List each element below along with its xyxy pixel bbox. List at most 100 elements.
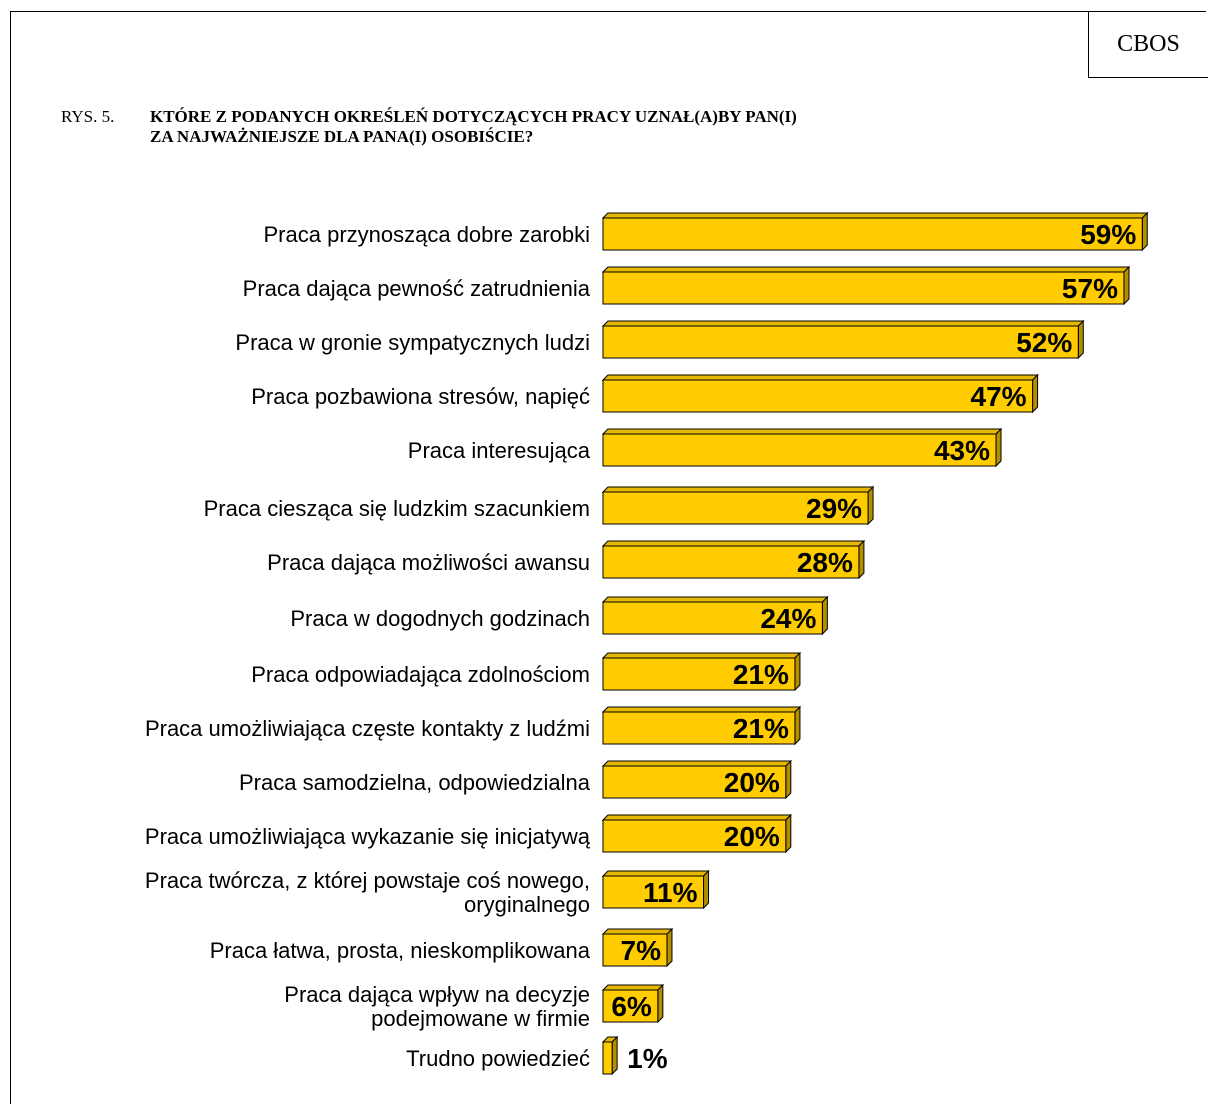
bar-group (601, 1035, 619, 1076)
bar-top-face (601, 266, 1131, 273)
value-label: 21% (733, 659, 789, 690)
bar-group (601, 983, 665, 1024)
bar (602, 765, 787, 799)
bar-side-face (1141, 211, 1148, 252)
category-label: Praca odpowiadająca zdolnościom (251, 662, 590, 687)
bar-top-face (601, 814, 793, 821)
bar-group (601, 759, 793, 800)
bar (602, 491, 869, 525)
chart-title-line-2: ZA NAJWAŻNIEJSZE DLA PANA(I) OSOBIŚCIE? (150, 127, 534, 146)
bar-side-face (666, 927, 673, 968)
bar-side-face (821, 595, 828, 636)
category-label: Praca umożliwiająca wykazanie się inicja… (145, 824, 591, 849)
value-label: 1% (627, 1043, 668, 1074)
value-label: 47% (971, 381, 1027, 412)
category-label: Praca dająca wpływ na decyzje (284, 982, 590, 1007)
bar-side-face (1032, 373, 1039, 414)
category-label: oryginalnego (464, 892, 590, 917)
bar-side-face (1123, 265, 1130, 306)
bar (602, 933, 668, 967)
category-label: Praca twórcza, z której powstaje coś now… (145, 868, 590, 893)
bar-side-face (995, 427, 1002, 468)
category-label: Praca ciesząca się ludzkim szacunkiem (204, 496, 590, 521)
bar-side-face (1077, 319, 1084, 360)
bar-top-face (601, 540, 866, 547)
category-label: Praca pozbawiona stresów, napięć (251, 384, 590, 409)
bar-top-face (601, 212, 1149, 219)
category-label: Praca samodzielna, odpowiedzialna (239, 770, 591, 795)
value-label: 52% (1016, 327, 1072, 358)
bar-side-face (867, 485, 874, 526)
bar-top-face (601, 320, 1085, 327)
bar-group (601, 705, 802, 746)
bar-group (601, 539, 866, 580)
bar-top-face (601, 760, 793, 767)
value-label: 43% (934, 435, 990, 466)
figure-frame (10, 11, 1206, 1104)
bar (602, 601, 823, 635)
bar-side-face (611, 1035, 618, 1076)
cbos-logo: CBOS (1088, 11, 1208, 78)
bar-side-face (794, 651, 801, 692)
category-label: podejmowane w firmie (371, 1006, 590, 1031)
bar (602, 545, 860, 579)
bar-top-face (601, 596, 829, 603)
bar-side-face (794, 705, 801, 746)
category-label: Praca łatwa, prosta, nieskomplikowana (210, 938, 591, 963)
bar-group (601, 319, 1085, 360)
bar (602, 1041, 613, 1075)
bar (602, 379, 1034, 413)
bar-group (601, 485, 875, 526)
bar-side-face (785, 813, 792, 854)
bar-side-face (703, 869, 710, 910)
bar (602, 325, 1079, 359)
value-label: 29% (806, 493, 862, 524)
bar-side-face (858, 539, 865, 580)
bar-top-face (601, 652, 802, 659)
bar-group (601, 869, 710, 910)
value-label: 7% (621, 935, 662, 966)
bar-side-face (657, 983, 664, 1024)
bar (602, 657, 796, 691)
value-label: 57% (1062, 273, 1118, 304)
bar-group (601, 927, 674, 968)
category-label: Praca dająca możliwości awansu (267, 550, 590, 575)
value-label: 20% (724, 767, 780, 798)
bar (602, 271, 1125, 305)
bar-top-face (601, 428, 1003, 435)
bar-top-face (601, 870, 710, 877)
category-label: Praca przynosząca dobre zarobki (264, 222, 591, 247)
value-label: 59% (1080, 219, 1136, 250)
category-label: Praca w dogodnych godzinach (290, 606, 590, 631)
figure-number: RYS. 5. (61, 107, 115, 126)
bar (602, 819, 787, 853)
category-label: Praca dająca pewność zatrudnienia (243, 276, 591, 301)
bar-top-face (601, 928, 674, 935)
bar-group (601, 211, 1149, 252)
bar-group (601, 651, 802, 692)
bar-group (601, 265, 1131, 306)
bar (602, 217, 1143, 251)
bar-group (601, 595, 829, 636)
bar-top-face (601, 706, 802, 713)
category-label: Trudno powiedzieć (406, 1046, 590, 1071)
category-label: Praca umożliwiająca częste kontakty z lu… (145, 716, 590, 741)
bar-top-face (601, 984, 665, 991)
value-label: 24% (760, 603, 816, 634)
bar-side-face (785, 759, 792, 800)
bar (602, 433, 997, 467)
chart-title-line-1: KTÓRE Z PODANYCH OKREŚLEŃ DOTYCZĄCYCH PR… (150, 107, 797, 126)
bar (602, 711, 796, 745)
value-label: 20% (724, 821, 780, 852)
value-label: 6% (611, 991, 652, 1022)
value-label: 21% (733, 713, 789, 744)
bar-top-face (601, 486, 875, 493)
bar-group (601, 373, 1039, 414)
category-label: Praca w gronie sympatycznych ludzi (235, 330, 590, 355)
bar-group (601, 813, 793, 854)
bar-top-face (601, 374, 1039, 381)
value-label: 11% (643, 877, 698, 908)
value-label: 28% (797, 547, 853, 578)
bar-group (601, 427, 1003, 468)
